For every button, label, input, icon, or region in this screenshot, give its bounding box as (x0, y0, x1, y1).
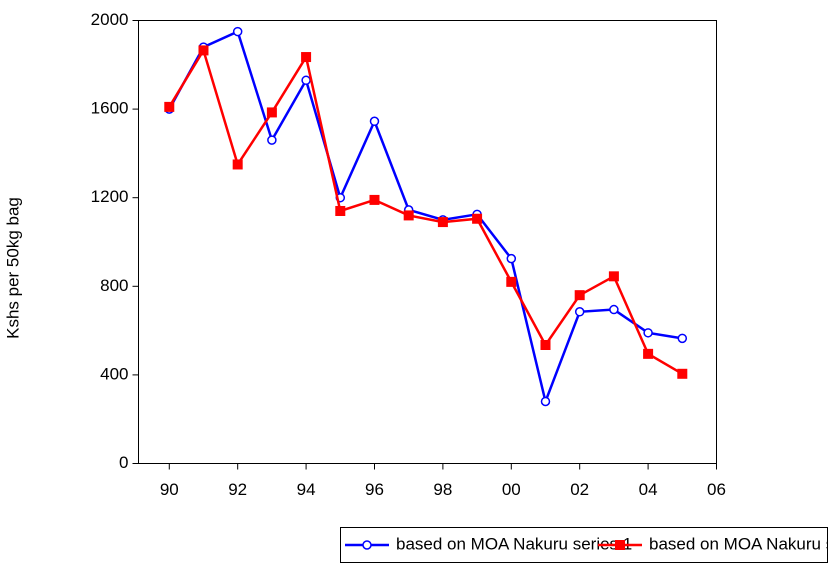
series-line (168, 47, 683, 375)
x-tick-label: 00 (502, 480, 521, 499)
point (403, 210, 414, 221)
y-tick-label: 1600 (91, 99, 129, 118)
legend-marker (362, 540, 372, 550)
legend-label: based on MOA Nakuru series 2 (649, 534, 828, 553)
point (164, 101, 175, 112)
x-tick-label: 02 (570, 480, 589, 499)
point (574, 307, 585, 317)
point (506, 253, 517, 264)
point (472, 213, 483, 224)
point (301, 52, 312, 63)
y-tick-label: 2000 (91, 10, 129, 29)
y-tick-label: 0 (119, 453, 128, 472)
x-tick-label: 94 (297, 480, 316, 499)
legend-label: based on MOA Nakuru series 1 (396, 534, 632, 553)
point (540, 396, 551, 407)
point (266, 107, 277, 118)
point (335, 205, 346, 216)
point (437, 217, 448, 228)
point (643, 348, 654, 359)
point (574, 290, 585, 301)
point (198, 45, 209, 56)
point (677, 333, 688, 344)
y-axis-label: Kshs per 50kg bag (3, 197, 22, 339)
x-tick-label: 04 (639, 480, 658, 499)
point (643, 328, 653, 338)
point (267, 135, 277, 145)
point (540, 339, 551, 350)
x-tick-label: 98 (433, 480, 452, 499)
y-tick-label: 400 (100, 364, 128, 383)
x-tick-label: 06 (707, 480, 726, 499)
point (301, 75, 311, 86)
legend-marker (615, 540, 625, 550)
x-tick-label: 96 (365, 480, 384, 499)
point (369, 194, 380, 205)
series-line (168, 29, 683, 406)
point (608, 271, 619, 282)
y-tick-label: 800 (100, 276, 128, 295)
point (369, 116, 380, 127)
point (232, 159, 243, 170)
plot-frame (138, 20, 717, 464)
x-tick-label: 92 (228, 480, 247, 499)
point (232, 26, 243, 37)
y-tick-label: 1200 (91, 187, 129, 206)
x-tick-label: 90 (160, 480, 179, 499)
point (506, 276, 517, 287)
point (609, 304, 619, 315)
point (677, 368, 688, 379)
